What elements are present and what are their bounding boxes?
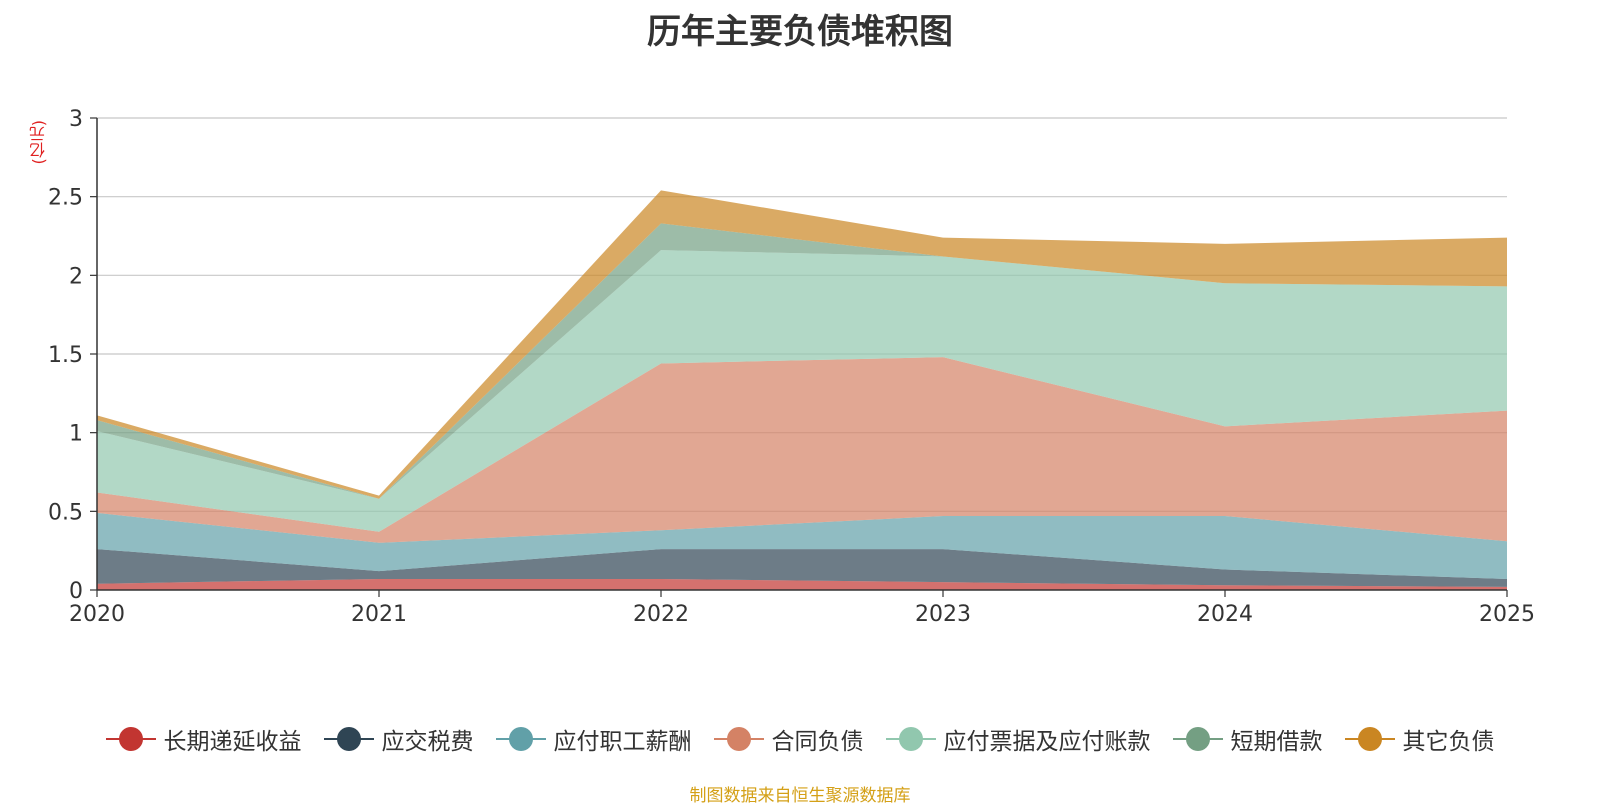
legend: 长期递延收益 应交税费 应付职工薪酬 合同负债 应付票据及应付账款 短期借款 其它负债 xyxy=(0,722,1600,756)
chart-title: 历年主要负债堆积图 xyxy=(647,12,953,52)
area-series-2 xyxy=(97,549,1507,587)
legend-marker-icon xyxy=(713,727,764,751)
y-tick-labels: 0 0.5 1 1.5 2 2.5 3 xyxy=(48,107,83,604)
legend-label: 其它负债 xyxy=(1402,729,1495,755)
x-tick-labels: 2020 2021 2022 2023 2024 2025 xyxy=(69,602,1535,627)
legend-item[interactable]: 长期递延收益 xyxy=(105,722,302,756)
legend-label: 短期借款 xyxy=(1230,729,1323,755)
legend-marker-icon xyxy=(885,727,936,751)
area-series-7 xyxy=(97,190,1507,499)
area-series-5 xyxy=(97,250,1507,532)
legend-label: 应付票据及应付账款 xyxy=(943,729,1151,755)
area-series-3 xyxy=(97,512,1507,579)
area-series xyxy=(97,190,1507,590)
x-tick-label: 2020 xyxy=(69,602,125,627)
legend-item[interactable]: 应付职工薪酬 xyxy=(495,722,692,756)
area-series-1 xyxy=(97,578,1507,590)
legend-label: 长期递延收益 xyxy=(163,729,302,755)
x-tick-label: 2024 xyxy=(1197,602,1253,627)
area-series-4 xyxy=(97,357,1507,543)
legend-item[interactable]: 合同负债 xyxy=(713,722,864,756)
legend-label: 应付职工薪酬 xyxy=(553,729,692,755)
legend-item[interactable]: 应付票据及应付账款 xyxy=(885,722,1151,756)
x-tick-label: 2022 xyxy=(633,602,689,627)
x-tick-label: 2023 xyxy=(915,602,971,627)
y-tick-label: 2.5 xyxy=(48,186,83,211)
legend-marker-icon xyxy=(323,727,374,751)
y-tick-label: 0 xyxy=(69,579,83,604)
legend-marker-icon xyxy=(1172,727,1223,751)
legend-marker-icon xyxy=(105,727,156,751)
legend-item[interactable]: 其它负债 xyxy=(1344,722,1495,756)
x-tick-label: 2025 xyxy=(1479,602,1535,627)
legend-marker-icon xyxy=(1344,727,1395,751)
axes xyxy=(90,117,1508,597)
y-tick-label: 3 xyxy=(69,107,83,132)
y-tick-label: 1.5 xyxy=(48,343,83,368)
legend-item[interactable]: 短期借款 xyxy=(1172,722,1323,756)
legend-marker-icon xyxy=(495,727,546,751)
y-tick-label: 1 xyxy=(69,422,83,447)
data-source-note: 制图数据来自恒生聚源数据库 xyxy=(689,786,911,806)
x-tick-label: 2021 xyxy=(351,602,407,627)
y-tick-label: 2 xyxy=(69,264,83,289)
legend-label: 合同负债 xyxy=(771,729,864,755)
legend-item[interactable]: 应交税费 xyxy=(323,722,474,756)
legend-label: 应交税费 xyxy=(381,729,474,755)
y-tick-label: 0.5 xyxy=(48,500,83,525)
